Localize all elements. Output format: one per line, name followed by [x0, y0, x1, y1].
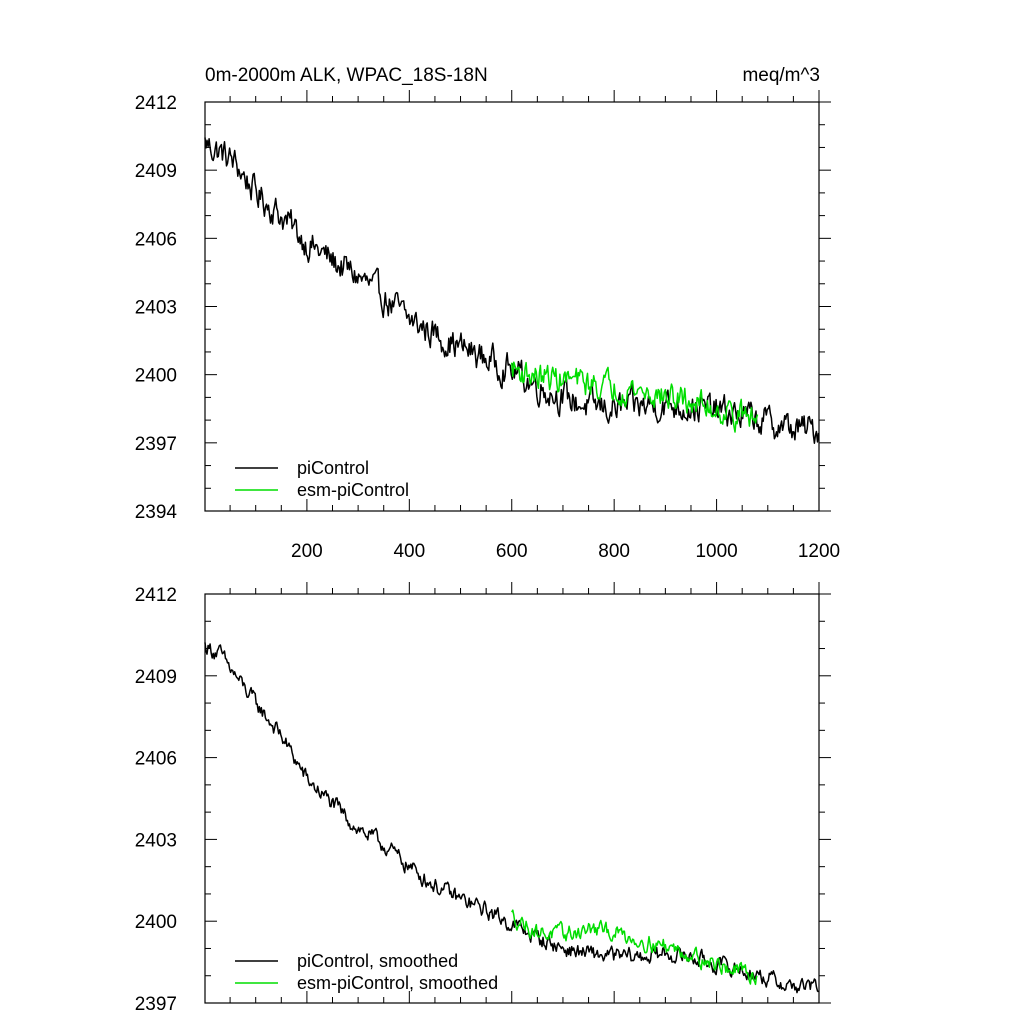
series-line-picontrol [204, 137, 820, 444]
top-plot-lines [204, 137, 820, 444]
legend-label-esm-picontrol: esm-piControl [297, 480, 409, 500]
x-tick-label: 800 [598, 541, 630, 562]
y-tick-label: 2409 [135, 161, 177, 182]
x-tick-label: 400 [393, 541, 425, 562]
y-tick-label: 2412 [135, 585, 177, 606]
y-tick-label: 2403 [135, 298, 177, 319]
legend-label-picontrol: piControl [297, 458, 369, 478]
y-tick-label: 2397 [135, 434, 177, 455]
x-tick-label: 600 [496, 541, 528, 562]
bottom-axis-ticks: 2397 2400 2403 2406 2409 2412 [135, 582, 831, 1015]
y-tick-label: 2394 [135, 502, 178, 523]
units-label: meq/m^3 [742, 65, 820, 86]
y-tick-label: 2397 [135, 994, 177, 1015]
bottom-plot-frame [204, 593, 820, 1004]
x-tick-label: 200 [291, 541, 323, 562]
bottom-plot-lines [204, 642, 819, 994]
panel-top: 0m-2000m ALK, WPAC_18S-18N meq/m^3 200 40… [135, 65, 840, 562]
top-legend: piControl esm-piControl [235, 458, 409, 500]
y-tick-label: 2406 [135, 229, 177, 250]
x-tick-label: 1000 [695, 541, 737, 562]
top-plot-frame [204, 101, 820, 512]
series-line-esm-picontrol-smoothed [511, 909, 758, 986]
y-tick-label: 2400 [135, 912, 177, 933]
legend-label-esm-picontrol-smoothed: esm-piControl, smoothed [297, 973, 498, 993]
bottom-legend: piControl, smoothed esm-piControl, smoot… [235, 951, 498, 993]
chart-title: 0m-2000m ALK, WPAC_18S-18N [205, 65, 488, 86]
y-tick-label: 2403 [135, 830, 177, 851]
series-line-esm-picontrol [510, 361, 759, 433]
panel-bottom: 2397 2400 2403 2406 2409 2412 piControl, smoo… [135, 582, 831, 1015]
y-tick-label: 2400 [135, 366, 177, 387]
series-line-picontrol-smoothed [204, 642, 819, 994]
top-axis-ticks: 200 400 600 800 1000 1200 2394 2397 2400 2403 2406… [135, 90, 840, 562]
y-tick-label: 2409 [135, 667, 177, 688]
y-tick-label: 2412 [135, 93, 177, 114]
legend-label-picontrol-smoothed: piControl, smoothed [297, 951, 458, 971]
x-tick-label: 1200 [798, 541, 840, 562]
y-tick-label: 2406 [135, 749, 177, 770]
